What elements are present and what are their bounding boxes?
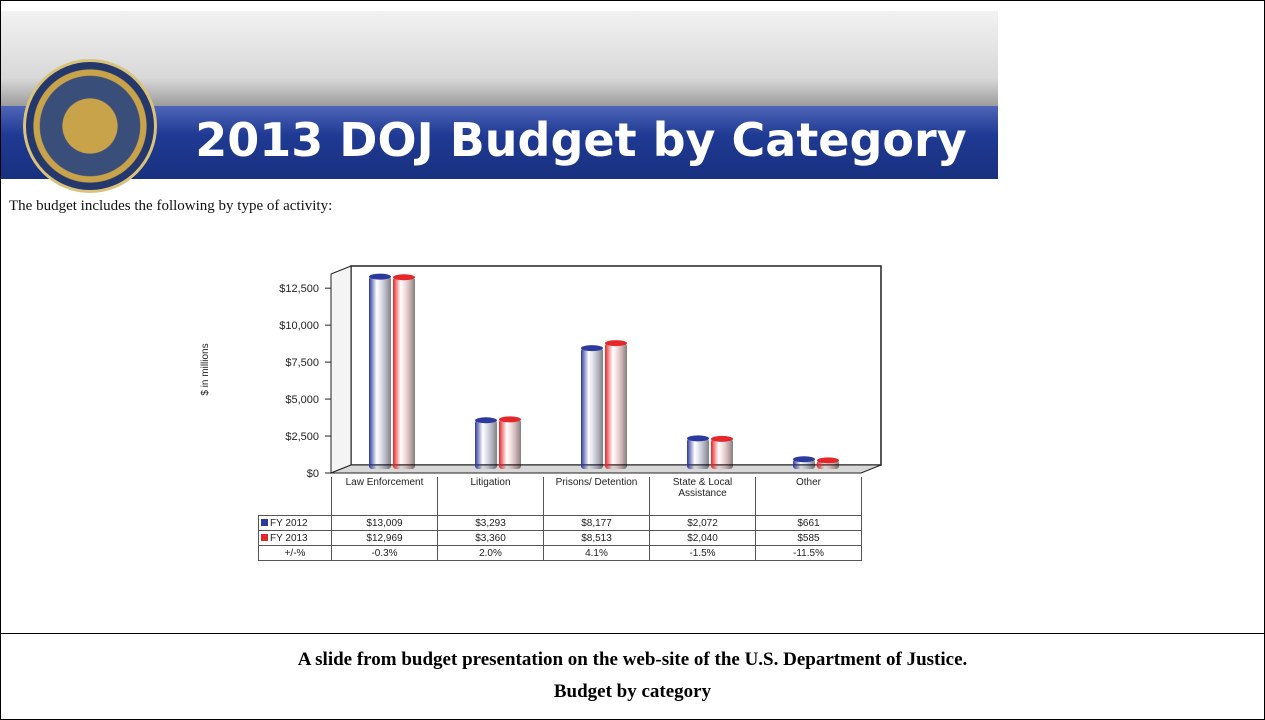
bar [687,438,709,469]
data-label: $2,072 [649,515,756,531]
data-table: Law Enforcement Litigation Prisons/ Detent… [258,477,862,561]
row-label: +/-% [258,545,332,561]
y-tick-label: $10,000 [279,320,319,332]
series-row: FY 2013 $12,969 $3,360 $8,513 $2,040 $585 [258,530,862,546]
bar-group [793,456,815,469]
chart: $0 $2,500 $5,000 $7,500 $10,000 $12,500 $ in m… [200,265,882,480]
bar [605,343,627,469]
change-label: -11.5% [755,545,862,561]
x-tick-label: Litigation [437,477,544,516]
change-label: 4.1% [543,545,650,561]
legend-swatch [261,533,268,541]
legend-swatch [261,518,268,526]
side-wall [330,265,352,474]
doj-seal [23,59,157,193]
legend-entry: FY 2012 [258,515,332,531]
bar-cap [475,417,497,424]
y-tick-label: $7,500 [285,357,319,369]
bar-cap [581,345,603,352]
data-label: $8,177 [543,515,650,531]
bar-group [605,340,627,469]
data-label: $661 [755,515,862,531]
caption-divider [1,633,1264,634]
y-tick-label: $2,500 [285,431,319,443]
legend-entry: FY 2013 [258,530,332,546]
change-label: 2.0% [437,545,544,561]
bar-group [369,273,391,469]
bar [475,420,497,469]
bar-cap [817,457,839,464]
bar-cap [393,274,415,281]
data-label: $3,360 [437,530,544,546]
legend-label: FY 2012 [270,517,308,529]
bar-cap [687,435,709,442]
bar-group [817,457,839,469]
bar-cap [711,435,733,442]
y-axis-label: $ in millions [200,343,211,395]
bar-cap [605,340,627,347]
caption: Budget by category [553,681,712,702]
floor [330,464,882,474]
bar [393,277,415,469]
bar-cap [369,273,391,280]
data-label: $585 [755,530,862,546]
bar [369,276,391,469]
data-label: $3,293 [437,515,544,531]
banner-band [1,106,998,179]
caption: A slide from budget presentation on the … [297,649,968,670]
bar-group [393,274,415,469]
change-label: -0.3% [331,545,438,561]
slide-subtitle: The budget includes the following by typ… [9,198,333,214]
x-tick-label: Other [755,477,862,516]
bar-cap [499,416,521,423]
y-tick-label: $5,000 [285,394,319,406]
data-label: $13,009 [331,515,438,531]
slide-title: 2013 DOJ Budget by Category [195,113,967,167]
legend-label: FY 2013 [270,532,308,544]
bar [499,419,521,469]
change-label: -1.5% [649,545,756,561]
change-row: +/-% -0.3% 2.0% 4.1% -1.5% -11.5% [258,545,862,561]
data-label: $8,513 [543,530,650,546]
series-row: FY 2012 $13,009 $3,293 $8,177 $2,072 $661 [258,515,862,531]
banner-background [1,11,998,107]
x-tick-label: State & Local Assistance [649,477,756,516]
data-label: $12,969 [331,530,438,546]
bar-group [687,435,709,469]
bar [711,438,733,469]
y-tick-label: $0 [307,468,319,480]
table-header: Law Enforcement Litigation Prisons/ Detent… [259,477,862,516]
bar-group [711,435,733,469]
table-corner [259,477,332,516]
data-label: $2,040 [649,530,756,546]
x-tick-label: Law Enforcement [331,477,438,516]
bar [581,348,603,469]
bar-cap [793,456,815,463]
bar-group [581,345,603,469]
bar-group [475,417,497,469]
x-tick-label: Prisons/ Detention [543,477,650,516]
bar-group [499,416,521,469]
y-tick-label: $12,500 [279,283,319,295]
